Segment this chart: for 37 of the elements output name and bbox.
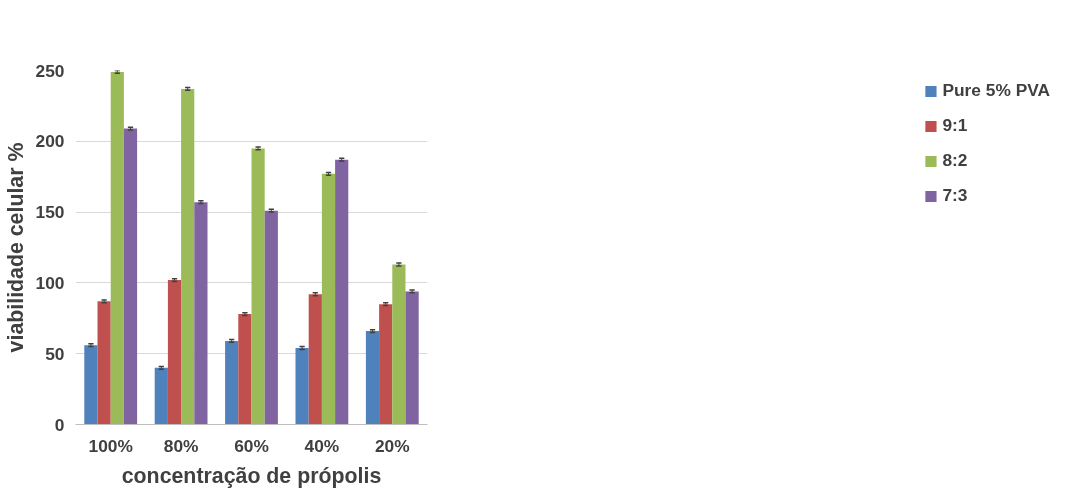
legend-label: Pure 5% PVA: [942, 80, 1050, 101]
bar: [84, 345, 98, 425]
legend-label: 8:2: [942, 150, 968, 171]
x-tick-label: 20%: [374, 435, 410, 456]
bar: [251, 148, 265, 425]
bar: [97, 301, 111, 425]
x-axis-title: concentração de própolis: [121, 463, 382, 488]
bar: [308, 294, 322, 425]
bar: [379, 304, 393, 425]
bar: [365, 331, 380, 425]
bar: [295, 348, 309, 425]
y-tick-label: 250: [35, 60, 65, 81]
x-tick-label: 40%: [304, 435, 340, 456]
bar: [225, 340, 239, 425]
y-tick-label: 150: [35, 202, 65, 223]
y-tick-label: 50: [45, 343, 65, 364]
y-tick-label: 200: [35, 131, 65, 152]
bar: [238, 314, 252, 425]
x-tick-label: 80%: [163, 435, 199, 456]
y-tick-label: 0: [54, 414, 65, 435]
bar: [154, 367, 168, 425]
bar: [335, 159, 349, 425]
y-tick-label: 100: [35, 272, 65, 293]
x-tick-label: 60%: [234, 435, 269, 456]
bar: [405, 291, 419, 425]
bar: [110, 71, 124, 425]
bar: [194, 202, 208, 425]
bar: [181, 88, 195, 425]
bar: [321, 173, 336, 425]
legend-label: 9:1: [942, 115, 968, 136]
bar: [392, 264, 406, 425]
legend-label: 7:3: [942, 185, 968, 206]
bar: [167, 280, 182, 425]
bar: [123, 128, 138, 425]
bar: [264, 210, 278, 425]
y-axis-title: viabilidade celular %: [3, 142, 28, 353]
x-tick-label: 100%: [88, 435, 133, 456]
